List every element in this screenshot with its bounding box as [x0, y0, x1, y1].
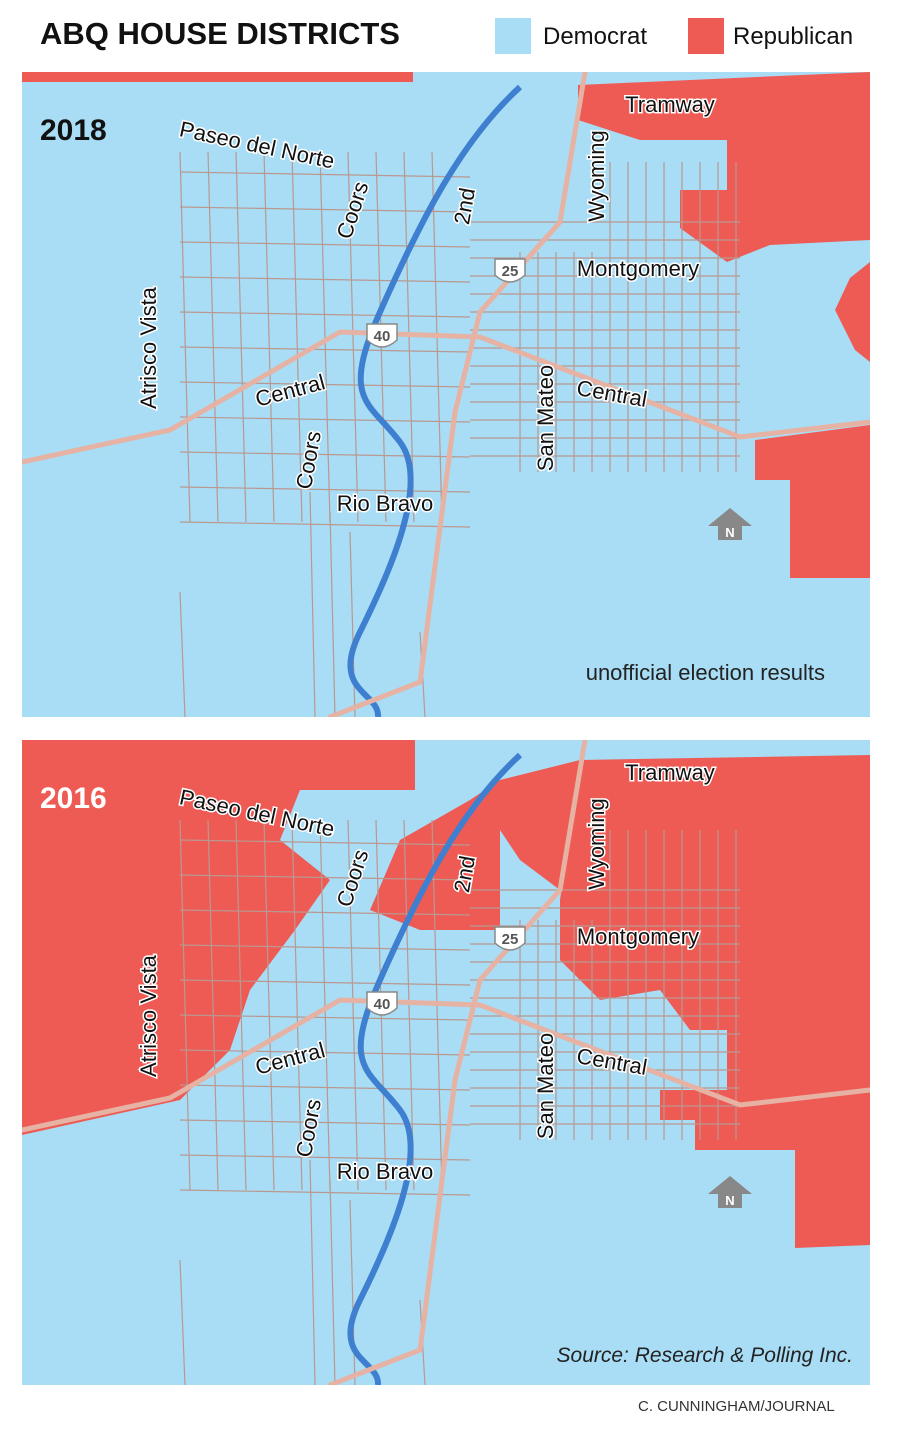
street — [291, 151, 303, 523]
street-label: Wyoming — [584, 798, 609, 890]
street — [179, 486, 471, 493]
highway-shield — [366, 991, 398, 1016]
street — [207, 819, 219, 1191]
street — [179, 346, 471, 353]
republican-area — [560, 755, 870, 1248]
street-label: Tramway — [625, 760, 715, 785]
street — [235, 151, 247, 523]
street-label: San Mateo — [533, 1033, 558, 1139]
street-label: Wyoming — [584, 130, 609, 222]
street — [179, 909, 471, 916]
highway — [327, 72, 588, 717]
street — [179, 1154, 471, 1161]
legend-label: Republican — [733, 23, 853, 50]
street — [329, 1179, 336, 1385]
street — [329, 511, 336, 717]
street-label: Atrisco Vista — [136, 954, 161, 1077]
map-body — [22, 740, 870, 1385]
street — [179, 591, 186, 717]
street — [263, 151, 275, 523]
street — [179, 1014, 471, 1021]
street — [291, 819, 303, 1191]
street — [347, 819, 359, 1191]
title: ABQ HOUSE DISTRICTS — [40, 16, 400, 51]
highway — [22, 997, 870, 1133]
highway — [22, 329, 870, 465]
street — [179, 1084, 471, 1091]
highway — [327, 740, 588, 1385]
street — [179, 311, 471, 318]
street-label: Atrisco Vista — [136, 286, 161, 409]
street-label: Tramway — [625, 92, 715, 117]
street — [179, 276, 471, 283]
street — [309, 1159, 316, 1385]
republican-area — [835, 262, 870, 362]
north-label: N — [725, 1193, 734, 1208]
street — [207, 151, 219, 523]
map-year: 2018 — [40, 114, 107, 147]
street — [319, 151, 331, 523]
street — [179, 206, 471, 213]
highway-shield — [494, 258, 526, 283]
map-note: Source: Research & Polling Inc. — [557, 1344, 853, 1367]
north-arrow — [708, 1176, 752, 1208]
legend-swatch — [688, 18, 724, 54]
republican-area — [22, 740, 415, 1135]
republican-area — [578, 72, 870, 262]
legend-label: Democrat — [543, 23, 647, 50]
street — [179, 944, 471, 951]
street — [309, 491, 316, 717]
street-label: Montgomery — [577, 256, 699, 281]
north-arrow — [708, 508, 752, 540]
river — [347, 752, 523, 1385]
street — [263, 819, 275, 1191]
street — [235, 819, 247, 1191]
highway-shield — [494, 926, 526, 951]
street — [179, 451, 471, 458]
street — [179, 381, 471, 388]
credit: C. CUNNINGHAM/JOURNAL — [638, 1398, 835, 1415]
street — [179, 1259, 186, 1385]
street — [179, 1119, 471, 1126]
street — [179, 1049, 471, 1056]
street — [179, 521, 471, 528]
shield-number: 40 — [374, 328, 391, 345]
street-label: Rio Bravo — [337, 1159, 434, 1184]
legend-swatch — [495, 18, 531, 54]
shield-number: 40 — [374, 996, 391, 1013]
street — [179, 171, 471, 178]
street — [403, 819, 415, 1191]
street — [179, 416, 471, 423]
street — [179, 979, 471, 986]
street — [179, 874, 471, 881]
street-label: San Mateo — [533, 365, 558, 471]
street — [319, 819, 331, 1191]
shield-number: 25 — [502, 931, 519, 948]
street — [347, 151, 359, 523]
shield-number: 25 — [502, 263, 519, 280]
street — [179, 1189, 471, 1196]
street — [179, 839, 471, 846]
river — [347, 84, 523, 717]
map-body — [22, 72, 870, 717]
street — [179, 819, 191, 1191]
street-label: Montgomery — [577, 924, 699, 949]
map-year: 2016 — [40, 782, 107, 815]
street — [179, 151, 191, 523]
street — [403, 151, 415, 523]
highway-shield — [366, 323, 398, 348]
republican-area — [22, 72, 413, 82]
map-note: unofficial election results — [586, 660, 825, 685]
street — [179, 241, 471, 248]
street-label: Rio Bravo — [337, 491, 434, 516]
republican-area — [755, 425, 870, 578]
north-label: N — [725, 525, 734, 540]
